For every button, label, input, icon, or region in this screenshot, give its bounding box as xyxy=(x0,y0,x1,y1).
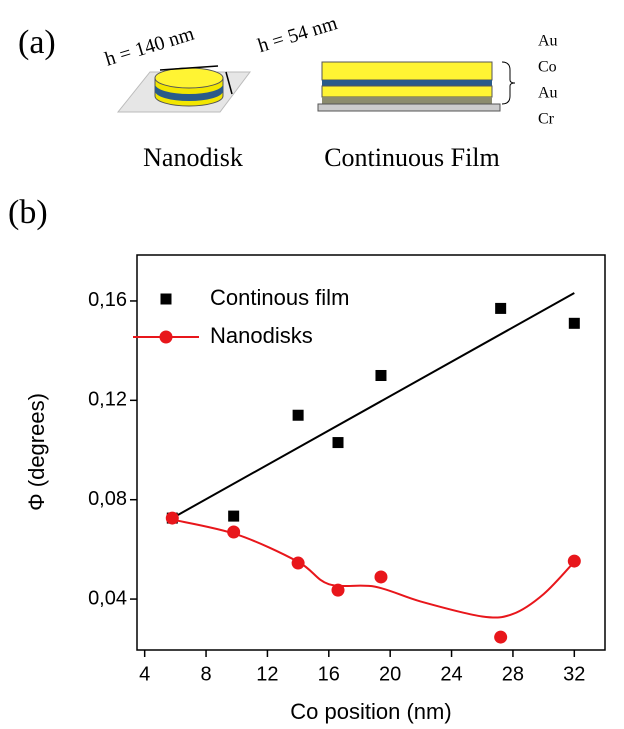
data-point xyxy=(494,631,507,644)
x-tick-label: 4 xyxy=(139,663,150,685)
film-illustration xyxy=(318,62,515,111)
data-point xyxy=(568,555,581,568)
x-tick-label: 20 xyxy=(379,663,401,685)
data-point xyxy=(228,511,239,522)
layer-label: Au xyxy=(538,85,558,102)
legend-label: Continous film xyxy=(210,285,349,310)
data-point xyxy=(495,303,506,314)
data-point xyxy=(375,370,386,381)
data-point xyxy=(374,570,387,583)
x-tick-label: 16 xyxy=(318,663,340,685)
y-tick-label: 0,16 xyxy=(88,289,127,311)
data-point xyxy=(166,512,179,525)
x-tick-label: 32 xyxy=(563,663,585,685)
data-point xyxy=(293,410,304,421)
y-tick-label: 0,08 xyxy=(88,488,127,510)
legend-marker xyxy=(161,294,172,305)
data-point xyxy=(332,584,345,597)
x-tick-label: 28 xyxy=(502,663,524,685)
dimension-label: h = 54 nm xyxy=(255,12,340,57)
layer-label: Co xyxy=(538,59,557,76)
legend-label: Nanodisks xyxy=(210,323,313,348)
caption: Continuous Film xyxy=(324,143,500,172)
layer-label: Au xyxy=(538,33,558,50)
y-tick-label: 0,12 xyxy=(88,389,127,411)
dimension-label: h = 140 nm xyxy=(102,23,197,71)
data-point xyxy=(569,318,580,329)
data-point xyxy=(227,525,240,538)
panel-label: (b) xyxy=(8,194,48,231)
nanodisk-illustration xyxy=(118,66,250,112)
data-point xyxy=(292,557,305,570)
x-tick-label: 24 xyxy=(440,663,462,685)
x-tick-label: 8 xyxy=(200,663,211,685)
y-axis-label: Φ (degrees) xyxy=(24,393,49,511)
caption: Nanodisk xyxy=(143,143,243,172)
figure: (a) h = 140 nm h = 54 nm Nanodisk Contin… xyxy=(0,0,624,729)
x-axis-label: Co position (nm) xyxy=(290,699,451,724)
legend-marker xyxy=(160,331,173,344)
x-tick-label: 12 xyxy=(256,663,278,685)
panel-label: (a) xyxy=(18,24,56,61)
data-point xyxy=(333,437,344,448)
layer-label: Cr xyxy=(538,111,555,128)
y-tick-label: 0,04 xyxy=(88,587,127,609)
